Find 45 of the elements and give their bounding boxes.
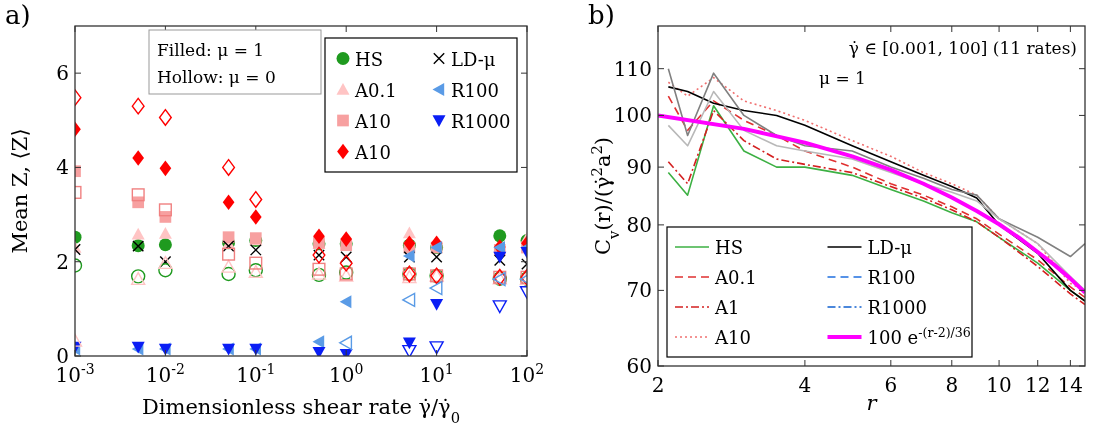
legend-label: LD-μ <box>867 237 913 258</box>
y-tick-label: 80 <box>626 212 652 237</box>
y-tick-label: 70 <box>626 278 652 303</box>
x-axis-title: Dimensionless shear rate γ̇/γ̇$_{0}$ <box>141 395 461 426</box>
annotation: μ = 1 <box>819 68 866 88</box>
x-tick-label: 10$^{2}$ <box>509 361 545 387</box>
legend-label: R100 <box>867 267 916 288</box>
y-tick-label: 6 <box>56 61 69 86</box>
legend-label: R100 <box>451 79 499 101</box>
y-tick-label: 110 <box>613 56 652 81</box>
x-tick-label: 4 <box>798 373 812 397</box>
y-tick-label: 60 <box>626 354 652 378</box>
legend-label: R1000 <box>867 297 927 318</box>
y-tick-label: 100 <box>613 103 652 128</box>
x-tick-label: 6 <box>884 373 898 397</box>
legend-label: A0.1 <box>354 79 397 101</box>
legend-label: A0.1 <box>714 267 757 288</box>
chart-title: a) <box>5 0 31 30</box>
x-tick-label: 10$^{1}$ <box>419 361 454 387</box>
y-axis-title: Mean Z, ⟨Z⟩ <box>8 128 32 254</box>
x-tick-label: 10$^{-2}$ <box>145 361 185 387</box>
x-tick-label: 10 <box>986 373 1012 397</box>
y-tick-label: 2 <box>56 249 69 274</box>
y-tick-label: 0 <box>56 344 69 368</box>
y-tick-label: 90 <box>626 155 652 180</box>
annotation: Hollow: μ = 0 <box>157 67 276 87</box>
legend-label: A10 <box>354 141 391 163</box>
x-tick-label: 10$^{0}$ <box>329 361 364 387</box>
legend-label: A10 <box>714 327 751 348</box>
annotation: γ̇ ∈ [0.001, 100] (11 rates) <box>848 38 1077 58</box>
legend-label: HS <box>715 237 744 258</box>
chart-title: b) <box>588 0 615 30</box>
legend-label: HS <box>355 48 384 70</box>
x-tick-label: 14 <box>1057 373 1084 397</box>
x-axis-title: r <box>866 391 879 415</box>
legend-label: R1000 <box>451 110 511 132</box>
x-tick-label: 12 <box>1024 373 1051 397</box>
annotation: Filled: μ = 1 <box>157 40 265 60</box>
y-tick-label: 4 <box>56 155 69 180</box>
x-tick-label: 8 <box>945 373 959 397</box>
legend-label: 100 e$^{-(r-2)/36}$ <box>867 324 971 348</box>
legend-label: A1 <box>714 297 740 318</box>
legend-label: LD-μ <box>451 48 496 70</box>
legend-label: A10 <box>354 110 391 132</box>
x-tick-label: 10$^{-1}$ <box>236 361 276 387</box>
